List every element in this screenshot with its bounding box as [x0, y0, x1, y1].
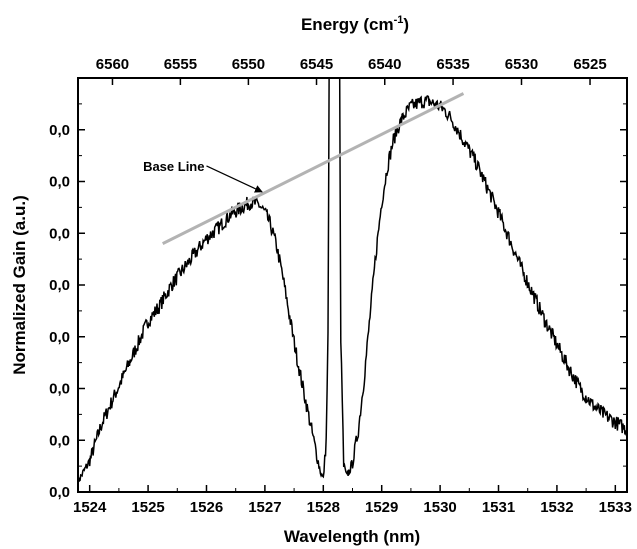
baseline-arrow [206, 165, 263, 193]
top-axis-title-main: Energy (cm [301, 15, 394, 34]
x-tick-label: 1532 [540, 499, 573, 516]
top-tick-label: 6560 [96, 56, 129, 73]
top-axis: 6560 6555 6550 6545 6540 6535 6530 6525 [96, 56, 607, 85]
y-tick-label: 0,0 [49, 277, 70, 294]
y-tick-label: 0,0 [49, 329, 70, 346]
x-axis: 1524 1525 1526 1527 1528 1529 1530 1531 1532 1533 [73, 485, 632, 516]
top-axis-title: Energy (cm-1) [301, 14, 409, 34]
top-tick-label: 6550 [232, 56, 265, 73]
gain-series [78, 78, 627, 486]
top-tick-label: 6545 [300, 56, 333, 73]
top-tick-label: 6530 [505, 56, 538, 73]
x-axis-title: Wavelength (nm) [284, 527, 420, 546]
x-tick-label: 1528 [307, 499, 340, 516]
y-tick-label: 0,0 [49, 225, 70, 242]
x-tick-label: 1527 [248, 499, 281, 516]
x-tick-label: 1526 [190, 499, 223, 516]
y-tick-label: 0,0 [49, 484, 70, 501]
top-tick-label: 6555 [164, 56, 197, 73]
top-axis-title-close: ) [403, 15, 409, 34]
y-axis-title: Normalized Gain (a.u.) [10, 195, 29, 374]
x-tick-label: 1525 [131, 499, 164, 516]
x-tick-label: 1531 [482, 499, 515, 516]
top-tick-label: 6525 [573, 56, 606, 73]
top-tick-label: 6535 [436, 56, 469, 73]
y-tick-label: 0,0 [49, 174, 70, 191]
y-axis: 0,0 0,0 0,0 0,0 0,0 0,0 0,0 0,0 [49, 103, 627, 501]
baseline-label: Base Line [143, 159, 204, 174]
plot-frame [77, 77, 628, 493]
annotations: Base Line [143, 92, 465, 245]
x-tick-label: 1529 [365, 499, 398, 516]
x-tick-label: 1530 [423, 499, 456, 516]
y-tick-label: 0,0 [49, 432, 70, 449]
top-axis-title-sup: -1 [394, 14, 404, 26]
y-tick-label: 0,0 [49, 122, 70, 139]
baseline-line [162, 92, 465, 245]
x-tick-label: 1524 [73, 499, 107, 516]
top-tick-label: 6540 [368, 56, 401, 73]
y-tick-label: 0,0 [49, 381, 70, 398]
gain-line [78, 78, 627, 486]
x-tick-label: 1533 [599, 499, 632, 516]
